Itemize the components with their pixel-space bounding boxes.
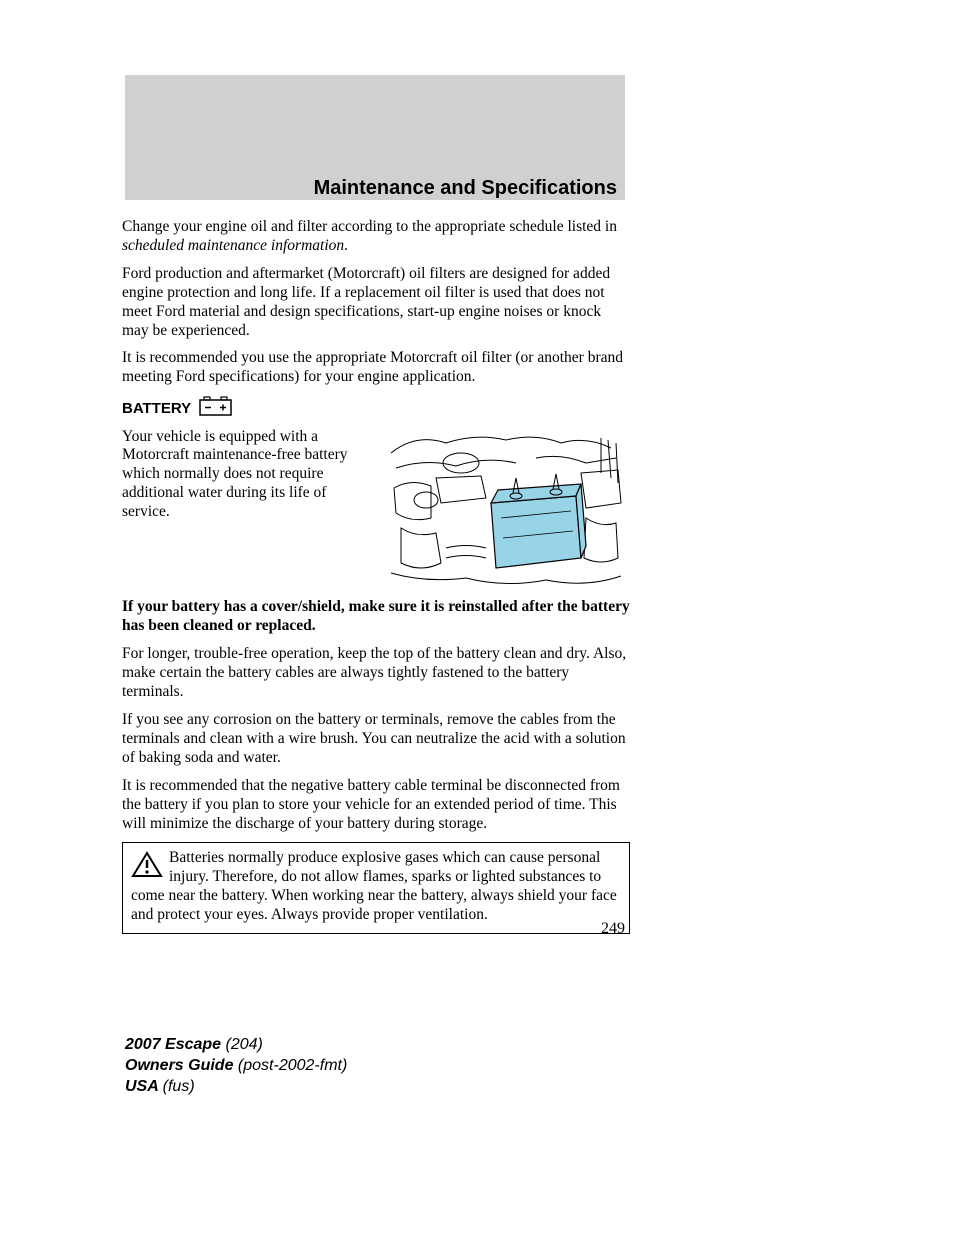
- paragraph-battery-cover-note: If your battery has a cover/shield, make…: [122, 598, 630, 636]
- warning-triangle-icon: [131, 851, 163, 884]
- paragraph-battery-storage: It is recommended that the negative batt…: [122, 777, 630, 834]
- battery-icon: [199, 396, 232, 421]
- page-title: Maintenance and Specifications: [125, 177, 625, 200]
- footer-model-code: (204): [226, 1036, 263, 1053]
- text-run: .: [344, 237, 348, 254]
- footer-line-3: USA (fus): [125, 1077, 347, 1098]
- text-italic: scheduled maintenance information: [122, 237, 344, 254]
- paragraph-battery-clean: For longer, trouble-free operation, keep…: [122, 645, 630, 702]
- footer-model: 2007 Escape: [125, 1036, 226, 1053]
- footer-region: USA: [125, 1078, 163, 1095]
- footer: 2007 Escape (204) Owners Guide (post-200…: [125, 1035, 347, 1097]
- engine-compartment-battery-diagram: [386, 428, 626, 599]
- footer-line-1: 2007 Escape (204): [125, 1035, 347, 1056]
- battery-row: Your vehicle is equipped with a Motorcra…: [122, 428, 630, 599]
- footer-line-2: Owners Guide (post-2002-fmt): [125, 1056, 347, 1077]
- footer-guide: Owners Guide: [125, 1057, 238, 1074]
- paragraph-oil-filters: Ford production and aftermarket (Motorcr…: [122, 265, 630, 341]
- section-heading-battery: BATTERY: [122, 396, 630, 421]
- heading-text: BATTERY: [122, 400, 191, 418]
- battery-intro-text: Your vehicle is equipped with a Motorcra…: [122, 428, 372, 532]
- footer-guide-format: (post-2002-fmt): [238, 1057, 347, 1074]
- content-area: Change your engine oil and filter accord…: [122, 218, 630, 934]
- page-number: 249: [125, 920, 625, 938]
- warning-text: Batteries normally produce explosive gas…: [131, 849, 617, 923]
- footer-region-code: (fus): [163, 1078, 195, 1095]
- paragraph-motorcraft-filter: It is recommended you use the appropriat…: [122, 349, 630, 387]
- paragraph-battery-corrosion: If you see any corrosion on the battery …: [122, 711, 630, 768]
- paragraph-battery-intro: Your vehicle is equipped with a Motorcra…: [122, 428, 372, 523]
- manual-page: Maintenance and Specifications Change yo…: [0, 0, 954, 1235]
- text-run: Change your engine oil and filter accord…: [122, 218, 617, 235]
- paragraph-oil-change: Change your engine oil and filter accord…: [122, 218, 630, 256]
